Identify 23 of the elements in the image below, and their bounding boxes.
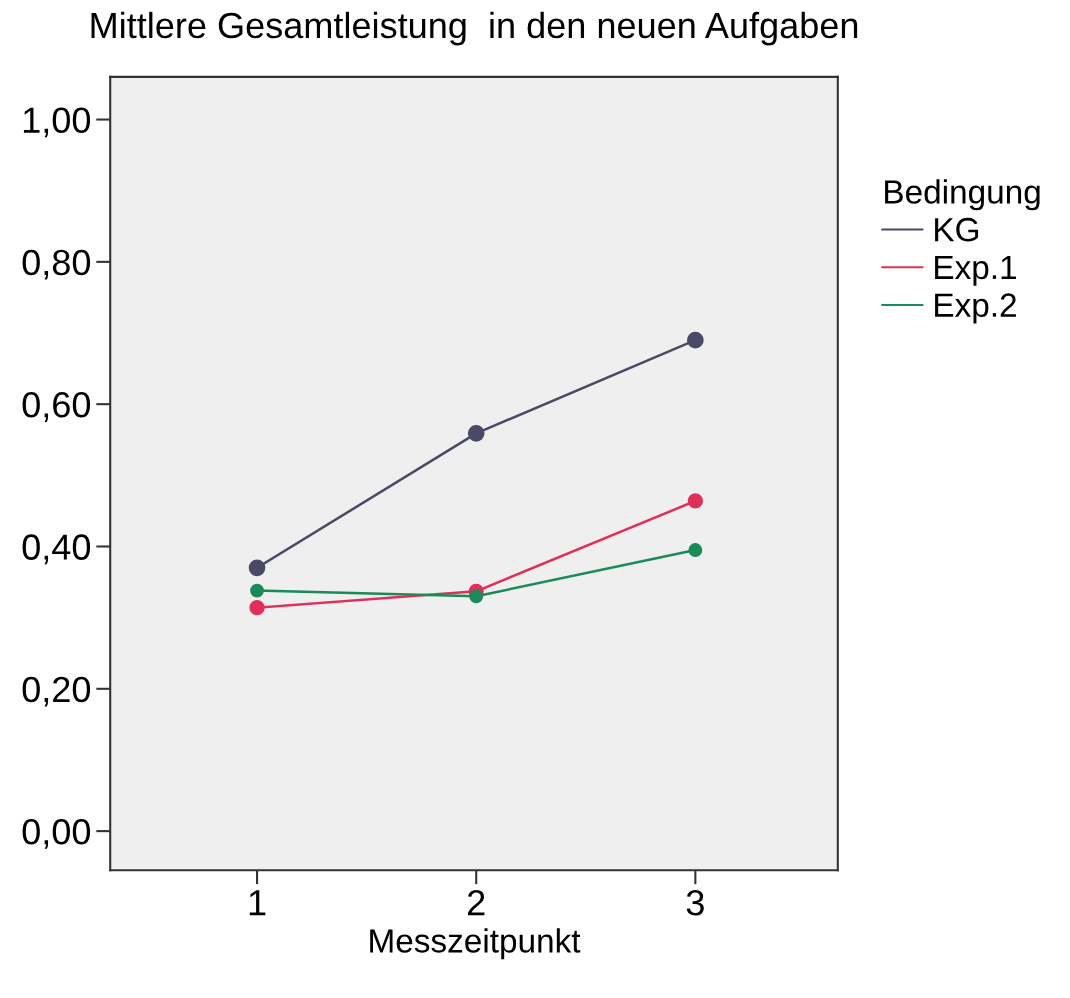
point	[469, 589, 484, 604]
y-tick-label: 1,00	[23, 107, 91, 138]
legend-label: KG	[935, 217, 979, 242]
x-axis-title: Messzeitpunkt	[370, 928, 581, 960]
y-tick-label: 0,60	[22, 392, 91, 422]
point	[687, 331, 704, 349]
x-tick-label: 1	[249, 890, 266, 916]
point	[467, 425, 485, 442]
chart-title: Mittlere Gesamtleistung in den neuen Aufgaben	[91, 11, 858, 46]
y-tick-label: 0,40	[22, 534, 91, 565]
point	[249, 600, 265, 616]
x-tick-label: 3	[686, 889, 704, 916]
x-tick-label: 2	[467, 889, 485, 916]
point	[687, 493, 703, 509]
y-tick-label: 0,00	[22, 818, 91, 849]
y-tick-label: 0,20	[22, 676, 91, 707]
point	[688, 543, 703, 557]
legend-label: Exp.2	[935, 293, 1016, 324]
legend-title: Bedingung	[885, 179, 1040, 211]
legend-label: Exp.1	[935, 255, 1016, 286]
point	[248, 559, 266, 577]
y-tick-label: 0,80	[22, 249, 91, 280]
point	[250, 583, 264, 598]
